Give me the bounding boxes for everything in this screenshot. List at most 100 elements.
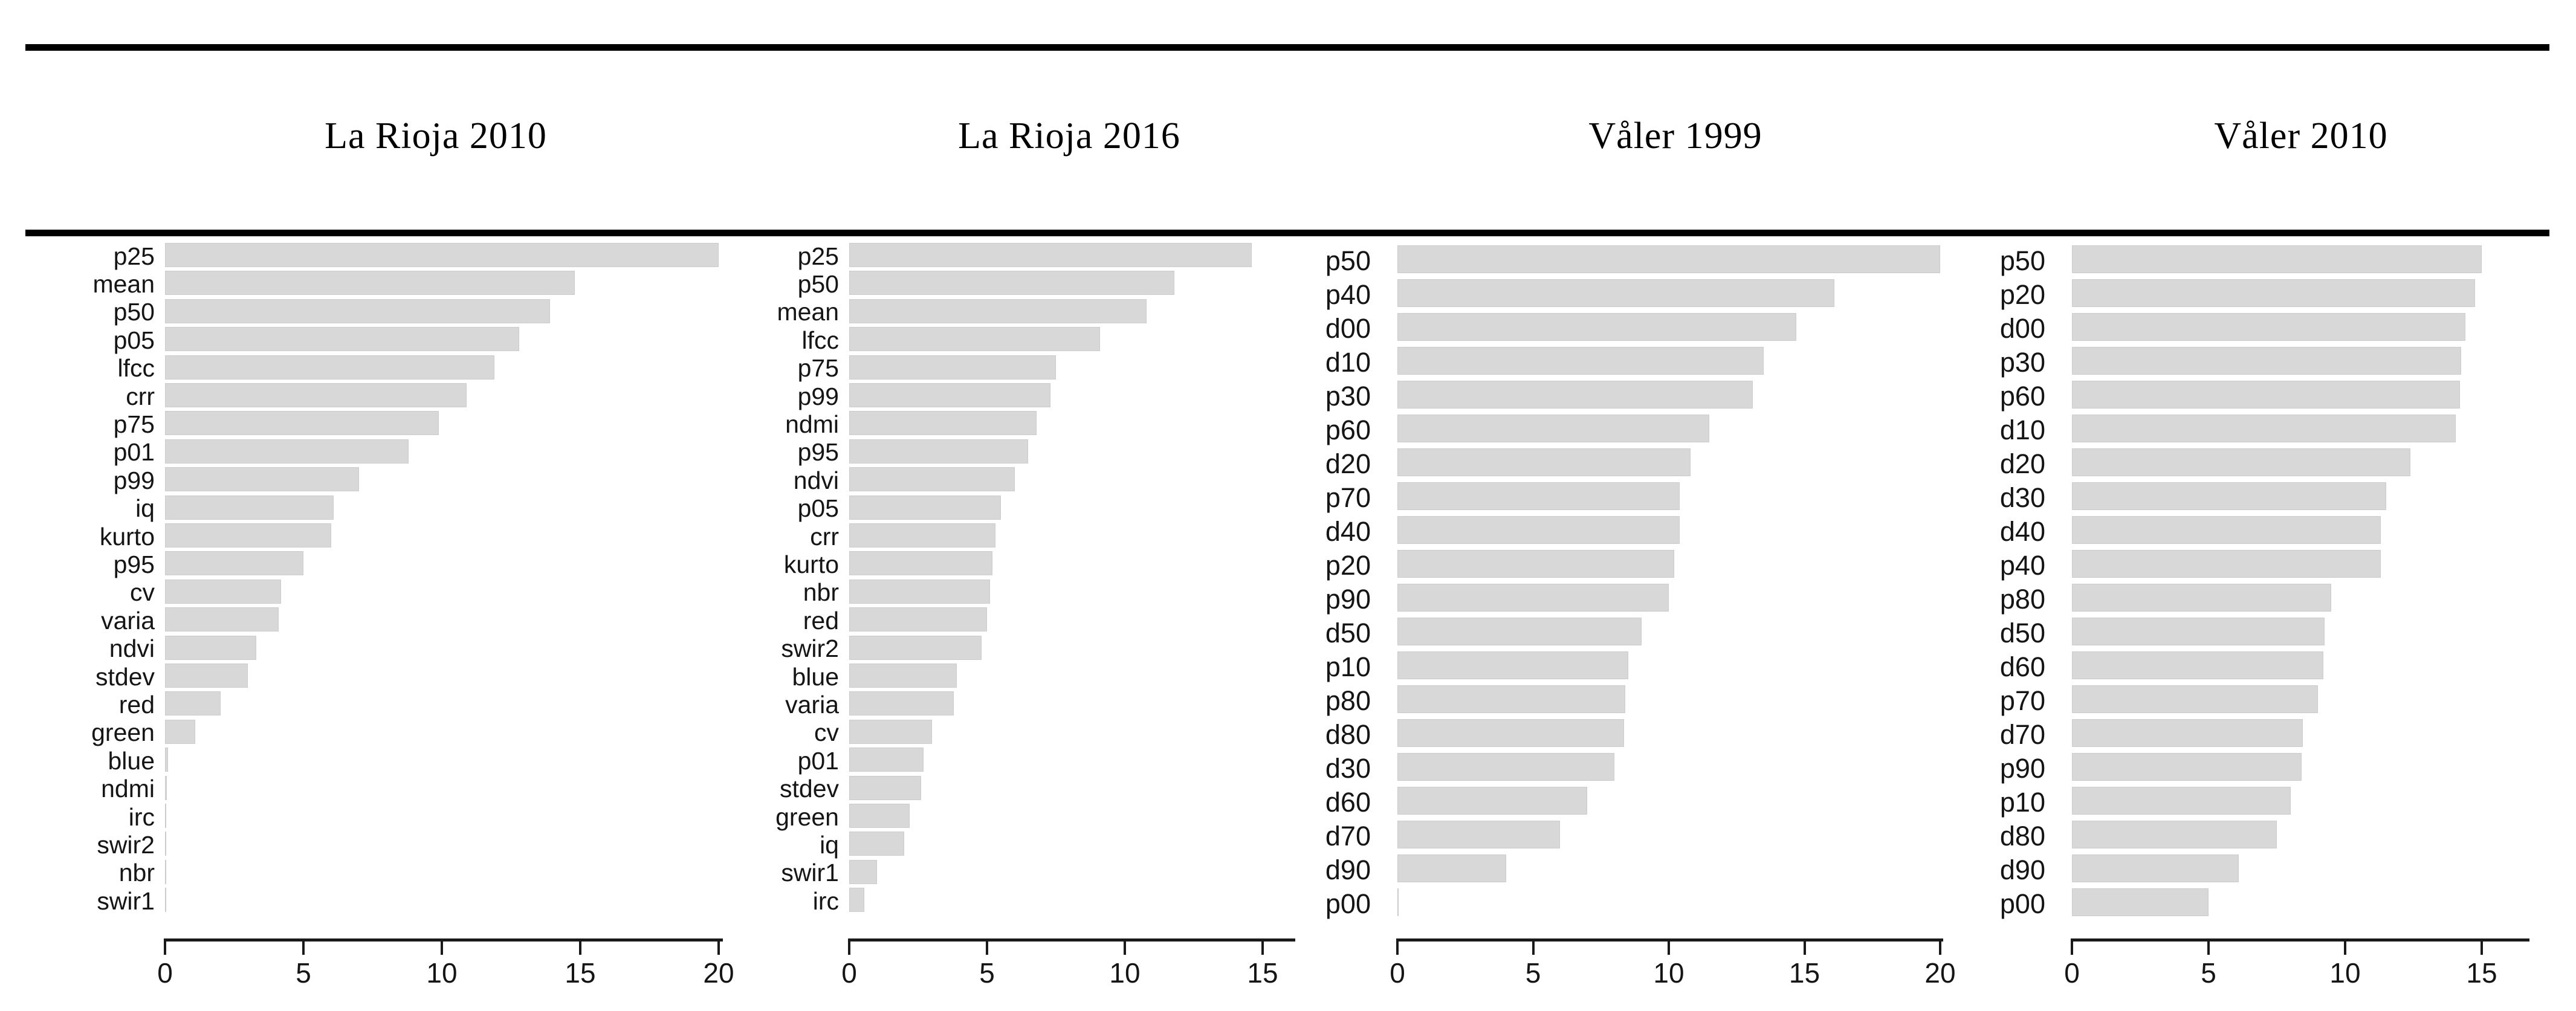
x-axis-tick — [579, 942, 581, 955]
y-axis-label: d50 — [1999, 617, 2045, 648]
x-tick-label: 20 — [703, 957, 734, 989]
y-axis-label: p75 — [797, 354, 839, 383]
bar — [1397, 381, 1753, 409]
bar — [849, 383, 1050, 407]
bar — [165, 327, 520, 352]
y-axis-label: cv — [814, 719, 839, 747]
bar — [849, 607, 987, 632]
top-rule — [25, 44, 2549, 51]
bar — [1397, 888, 1399, 916]
bar — [2072, 651, 2323, 679]
y-axis-label: ndmi — [785, 410, 839, 438]
x-axis-tick — [2071, 942, 2073, 955]
bar — [165, 551, 303, 576]
y-axis-label: d40 — [1999, 515, 2045, 547]
y-axis-label: p01 — [113, 438, 155, 467]
bar — [1397, 854, 1506, 882]
panel-title-valer-1999: Våler 1999 — [1588, 115, 1762, 157]
bar — [1397, 347, 1764, 375]
bar — [849, 551, 993, 576]
y-axis-label: green — [91, 719, 155, 747]
bar — [1397, 719, 1624, 747]
bar — [165, 607, 279, 632]
y-axis-label: swir1 — [97, 887, 155, 915]
bar — [2072, 482, 2386, 510]
y-axis-label: d70 — [1325, 820, 1371, 851]
y-axis-label: lfcc — [801, 326, 840, 354]
x-tick-label: 10 — [1109, 957, 1141, 989]
y-axis-label: p95 — [113, 550, 155, 578]
x-axis-line — [848, 938, 1295, 942]
bar — [165, 719, 196, 744]
y-axis-label: p80 — [1325, 685, 1371, 716]
bar — [2072, 618, 2325, 645]
y-axis-label: p75 — [113, 410, 155, 438]
y-axis-label: p95 — [797, 438, 839, 467]
y-axis-label: green — [775, 803, 839, 831]
y-axis-label: p25 — [113, 242, 155, 270]
y-axis-label: d30 — [1325, 752, 1371, 784]
panel-title-la-rioja-2010: La Rioja 2010 — [325, 115, 547, 157]
x-axis-line — [164, 938, 723, 942]
y-axis-label: p30 — [1325, 380, 1371, 412]
bar — [849, 411, 1037, 436]
x-axis-line — [2071, 938, 2529, 942]
y-axis-label: blue — [108, 746, 155, 775]
y-axis-label: p40 — [1999, 549, 2045, 581]
x-tick-label: 20 — [1924, 957, 1956, 989]
bar — [849, 888, 865, 912]
y-axis-label: irc — [128, 803, 155, 831]
panel-title-la-rioja-2016: La Rioja 2016 — [958, 115, 1180, 157]
y-axis-label: d50 — [1325, 617, 1371, 648]
header-bottom-rule — [25, 230, 2549, 236]
bar — [849, 327, 1100, 352]
bar — [2072, 854, 2239, 882]
bar — [165, 243, 719, 267]
x-axis-tick — [717, 942, 720, 955]
bar — [849, 579, 990, 604]
y-axis-label: red — [803, 606, 839, 635]
x-axis-tick — [986, 942, 988, 955]
bar — [1397, 313, 1797, 341]
x-axis-tick — [1124, 942, 1126, 955]
bar — [2072, 685, 2318, 713]
x-axis-tick — [441, 942, 443, 955]
bar — [165, 411, 439, 436]
x-tick-label: 0 — [157, 957, 173, 989]
bar — [1397, 279, 1834, 307]
bar — [165, 832, 167, 856]
y-axis-label: p50 — [1325, 245, 1371, 276]
bar — [165, 355, 495, 380]
y-axis-label: p00 — [1325, 888, 1371, 919]
bar — [165, 748, 168, 772]
bar — [165, 467, 359, 492]
bar — [849, 467, 1015, 492]
y-axis-label: d30 — [1999, 482, 2045, 513]
bar — [2072, 245, 2482, 273]
bar — [165, 888, 166, 912]
y-axis-label: p50 — [797, 270, 839, 298]
y-axis-label: d70 — [1999, 719, 2045, 750]
y-axis-label: swir1 — [781, 859, 839, 887]
y-axis-label: kurto — [99, 522, 155, 551]
bar — [2072, 719, 2303, 747]
y-axis-label: d40 — [1325, 515, 1371, 547]
y-axis-label: blue — [792, 662, 839, 691]
y-axis-label: ndvi — [109, 635, 155, 663]
y-axis-label: lfcc — [117, 354, 155, 383]
bar — [849, 523, 995, 547]
y-axis-label: red — [118, 690, 155, 719]
x-tick-label: 5 — [2201, 957, 2216, 989]
y-axis-label: p30 — [1999, 346, 2045, 378]
x-axis-tick — [2481, 942, 2483, 955]
bar — [849, 719, 932, 744]
bar — [849, 495, 1001, 520]
x-tick-label: 5 — [296, 957, 311, 989]
y-axis-label: nbr — [803, 578, 839, 607]
y-axis-label: varia — [101, 606, 155, 635]
x-axis-line — [1396, 938, 1943, 942]
y-axis-label: d10 — [1999, 414, 2045, 445]
y-axis-label: p99 — [113, 466, 155, 494]
bar — [849, 355, 1056, 380]
x-axis-tick — [164, 942, 166, 955]
